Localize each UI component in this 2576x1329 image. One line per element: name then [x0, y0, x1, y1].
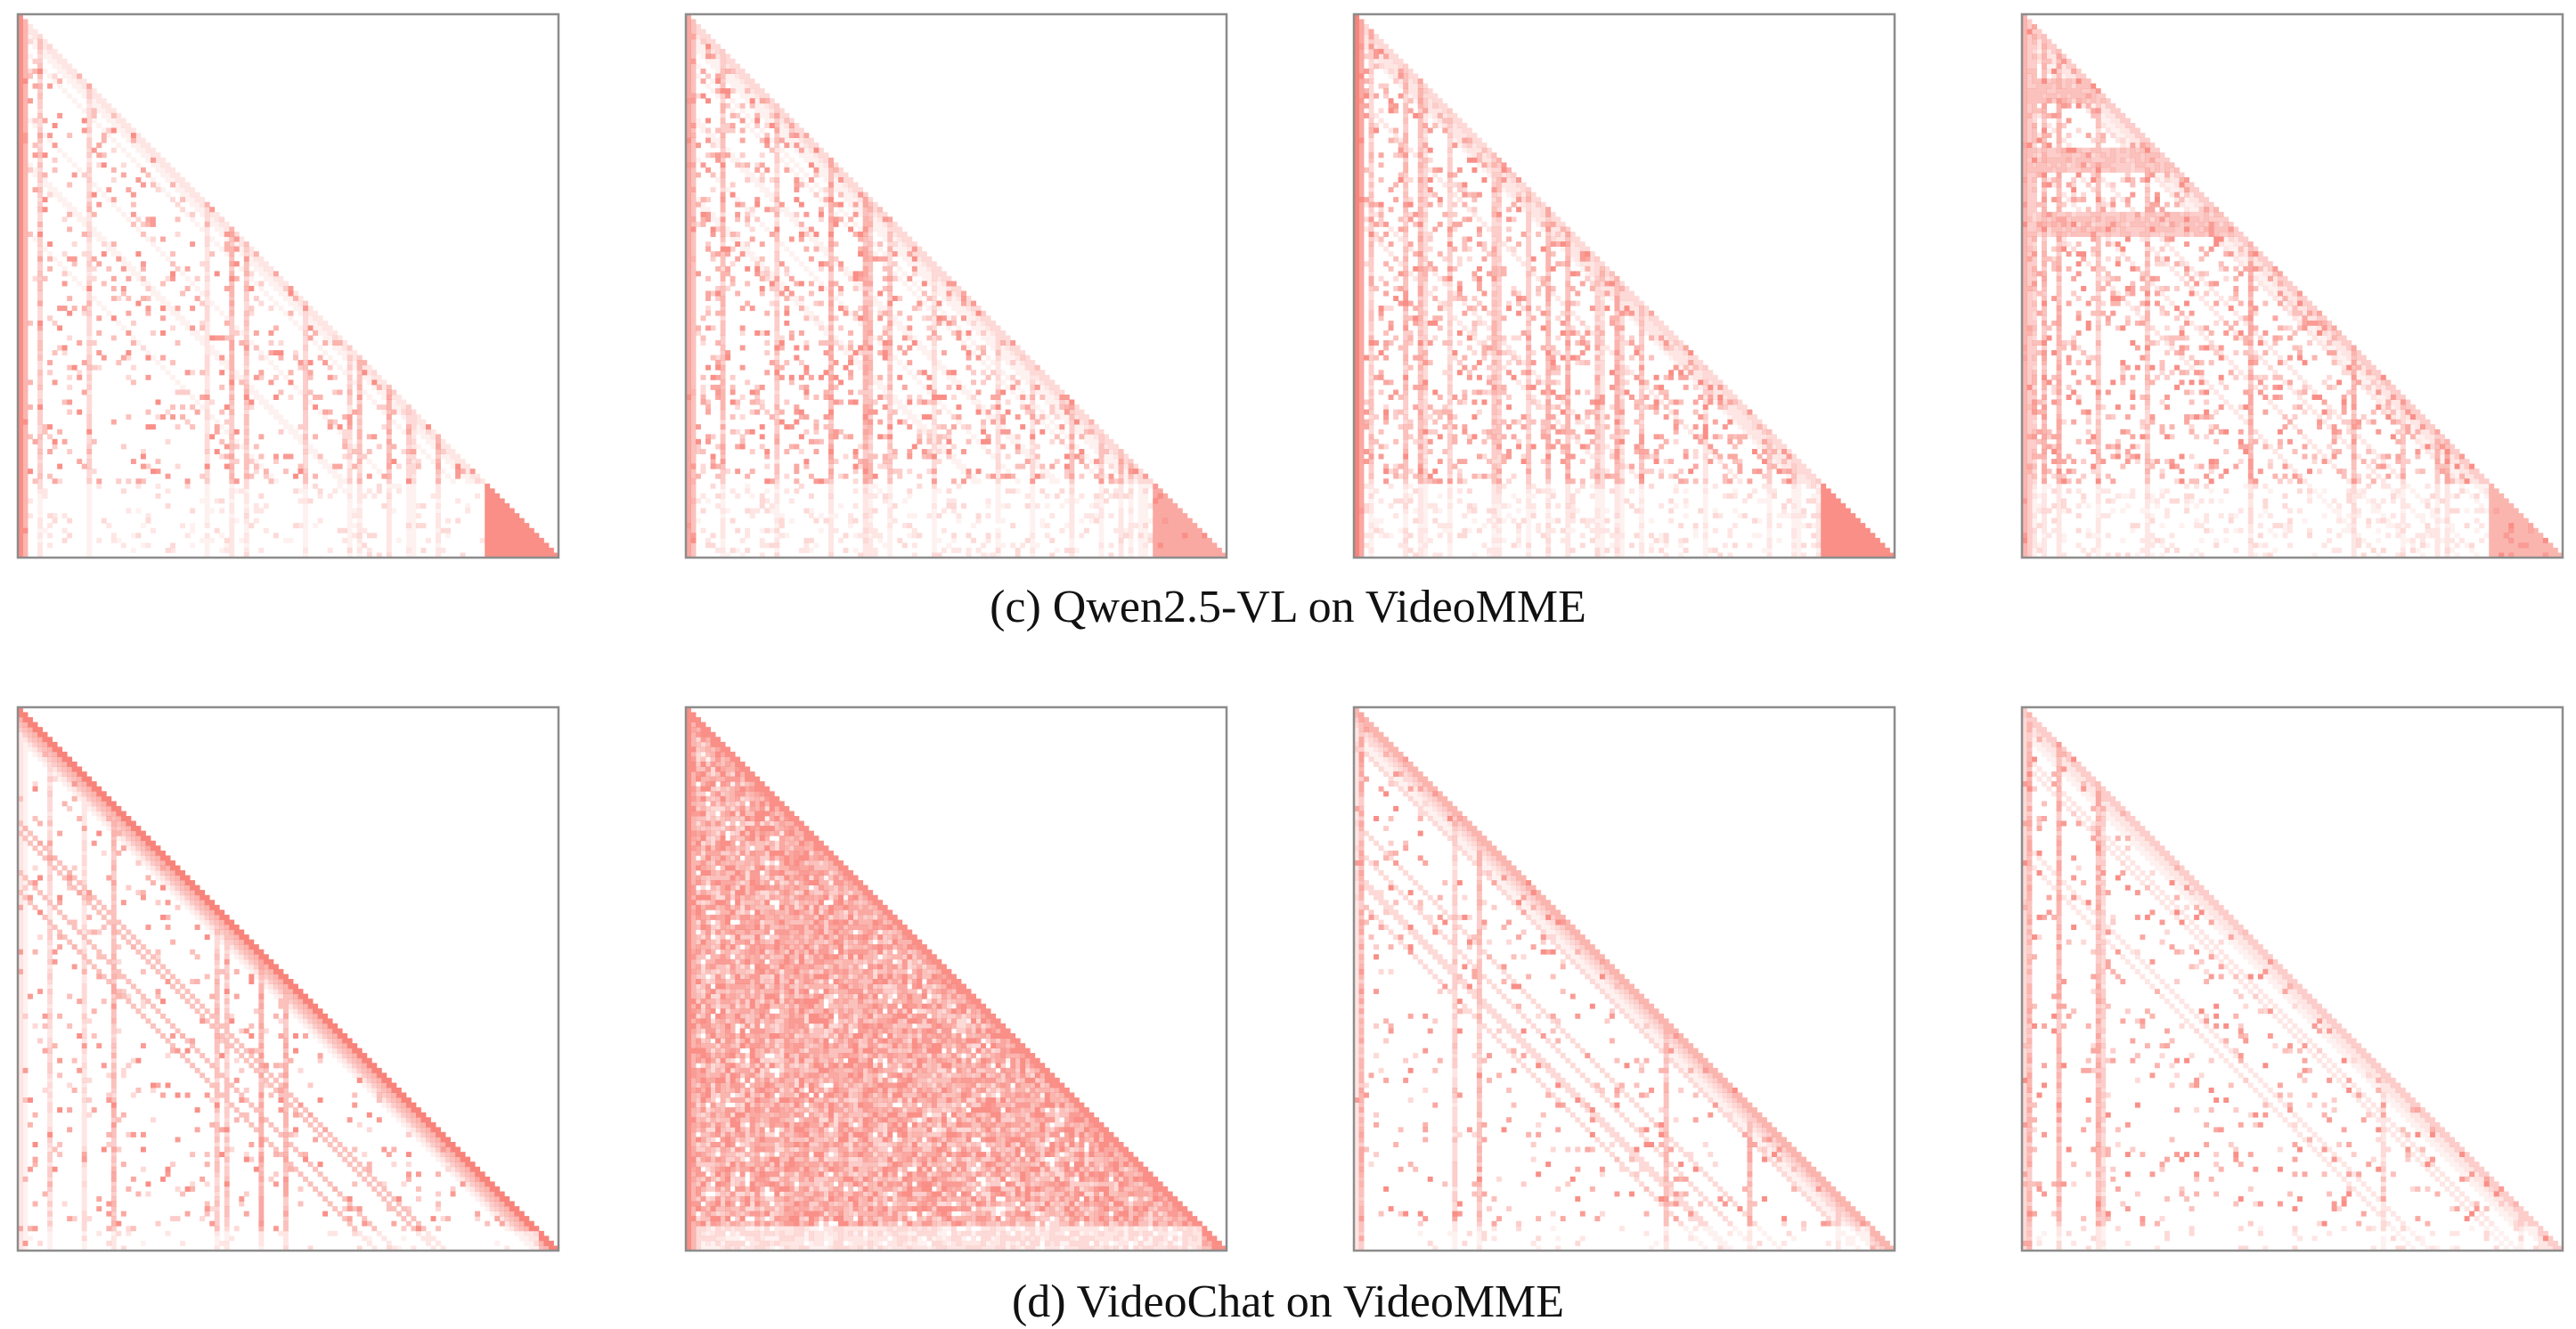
- attention-cells: [28, 786, 436, 1232]
- attention-cells: [28, 34, 481, 559]
- attention-cells: [18, 826, 505, 1232]
- attention-cells: [1358, 722, 1841, 1232]
- heatmap-panel-c-2: [684, 12, 1228, 559]
- heatmap-frame: [1352, 705, 1896, 1252]
- heatmap-panel-d-1: [16, 705, 560, 1252]
- heatmap-panel-c-4: [2020, 12, 2564, 559]
- attention-cells: [1364, 34, 1822, 559]
- heatmap-panel-c-1: [16, 12, 560, 559]
- attention-cells: [2032, 38, 2490, 559]
- heatmap-frame: [16, 705, 560, 1252]
- attention-cells: [696, 741, 1212, 1252]
- heatmap-frame: [16, 12, 560, 559]
- heatmap-frame: [684, 12, 1228, 559]
- attention-cells: [32, 83, 441, 485]
- attention-cells: [1354, 707, 1895, 1252]
- attention-cells: [18, 731, 540, 1252]
- attention-cells: [690, 731, 1178, 1227]
- attention-cells: [2026, 34, 2455, 485]
- heatmap-panel-c-3: [1352, 12, 1896, 559]
- attention-cells: [28, 24, 485, 559]
- attention-cells: [696, 746, 1169, 1227]
- attention-cells: [686, 14, 1227, 559]
- heatmap-frame: [2020, 12, 2564, 559]
- attention-cells: [1364, 38, 1822, 485]
- attention-cells: [18, 14, 559, 559]
- attention-cells: [690, 19, 1134, 559]
- attention-cells: [1358, 48, 1895, 559]
- attention-cells: [1354, 727, 1871, 1252]
- attention-cells: [1358, 19, 1792, 559]
- attention-cells: [1364, 741, 1871, 1252]
- attention-cells: [686, 44, 1208, 549]
- attention-cells: [696, 24, 1153, 559]
- attention-cells: [1354, 14, 1359, 559]
- attention-cells: [22, 19, 466, 559]
- attention-cells: [18, 722, 544, 1252]
- attention-cells: [686, 53, 1169, 539]
- caption-qwen-videomme: (c) Qwen2.5-VL on VideoMME: [990, 582, 1586, 632]
- attention-cells: [696, 38, 1153, 559]
- attention-cells: [2022, 14, 2564, 559]
- heatmap-frame: [1352, 12, 1896, 559]
- attention-cells: [1354, 722, 1880, 1252]
- attention-cells: [18, 707, 559, 1252]
- caption-videochat-videomme: (d) VideoChat on VideoMME: [1011, 1276, 1565, 1327]
- attention-cells: [2022, 756, 2548, 1242]
- attention-cells: [1364, 63, 1797, 485]
- heatmap-frame: [2020, 705, 2564, 1252]
- heatmap-panel-d-4: [2020, 705, 2564, 1252]
- attention-cells: [22, 741, 540, 1252]
- attention-cells: [686, 707, 1227, 1252]
- attention-cells: [1374, 791, 1787, 1222]
- heatmap-panel-d-3: [1352, 705, 1896, 1252]
- attention-cells: [690, 722, 1212, 1252]
- attention-cells: [2022, 741, 2505, 1222]
- heatmap-panel-d-2: [684, 705, 1228, 1252]
- attention-cells: [28, 34, 476, 559]
- heatmap-frame: [684, 705, 1228, 1252]
- attention-cells: [2022, 707, 2564, 1252]
- attention-cells: [2026, 19, 2490, 559]
